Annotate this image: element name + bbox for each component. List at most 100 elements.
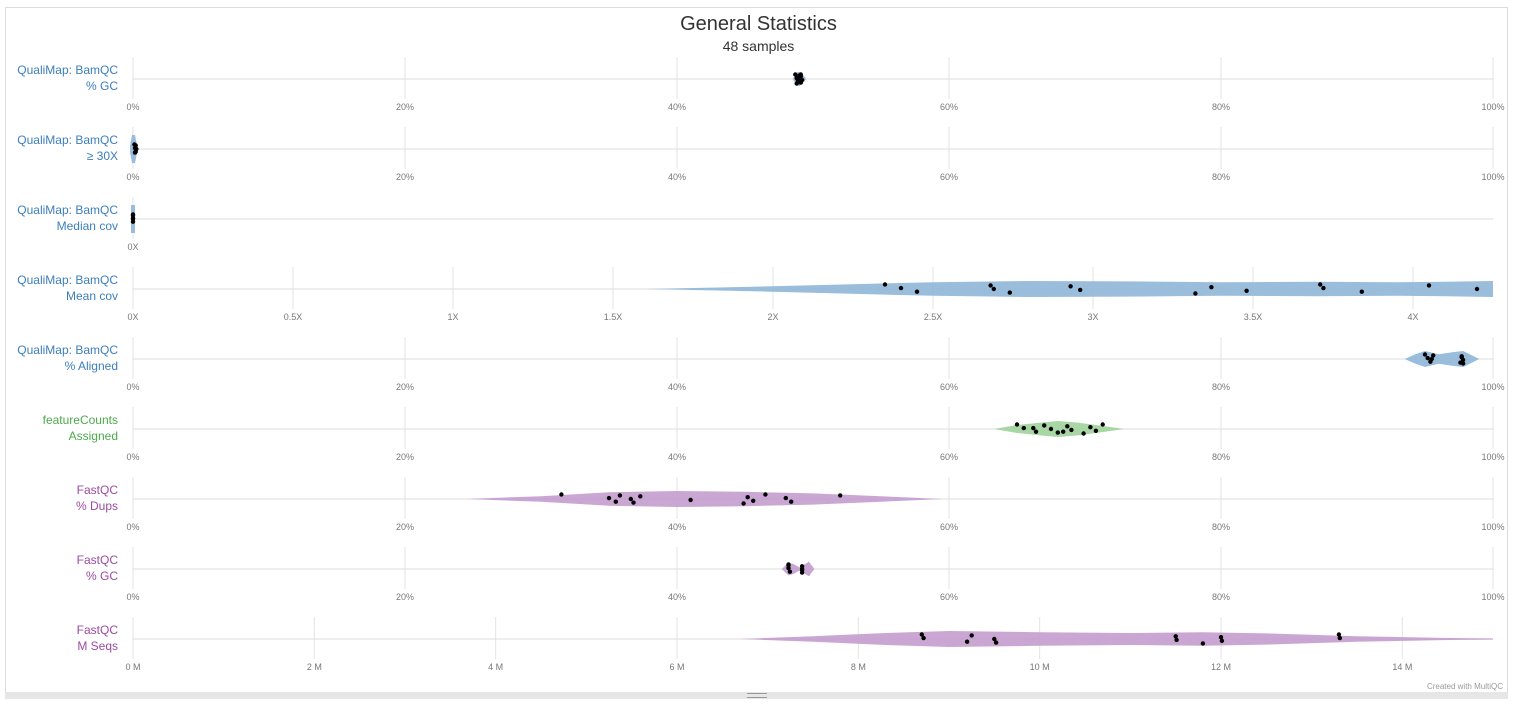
row-label-module: QualiMap: BamQC	[17, 343, 118, 357]
tick-label: 20%	[396, 452, 414, 462]
sample-point	[988, 283, 993, 288]
row-label-module: QualiMap: BamQC	[17, 63, 118, 77]
tick-label: 100%	[1481, 592, 1504, 602]
sample-point	[1042, 423, 1047, 428]
tick-label: 40%	[668, 592, 686, 602]
sample-point	[919, 632, 924, 637]
tick-label: 40%	[668, 172, 686, 182]
row-label-metric: % Dups	[76, 499, 118, 513]
violin-shape	[993, 421, 1125, 437]
row-label-module: featureCounts	[43, 413, 118, 427]
tick-label: 3.5X	[1244, 312, 1263, 322]
resize-grip-icon[interactable]	[747, 693, 767, 698]
sample-point	[786, 563, 791, 568]
tick-label: 20%	[396, 522, 414, 532]
sample-point	[921, 635, 926, 641]
credit-text: Created with MultiQC	[1426, 682, 1503, 691]
sample-point	[638, 494, 643, 499]
tick-label: 0 M	[125, 662, 140, 672]
tick-label: 0%	[126, 592, 139, 602]
sample-point	[606, 495, 612, 501]
tick-label: 1.5X	[604, 312, 623, 322]
sample-point	[1318, 282, 1323, 287]
sample-point	[1209, 285, 1214, 290]
tick-label: 40%	[668, 522, 686, 532]
sample-point	[1068, 284, 1073, 289]
row-label-metric: Mean cov	[66, 289, 118, 303]
tick-label: 100%	[1481, 452, 1504, 462]
tick-label: 100%	[1481, 172, 1504, 182]
row-label-metric: Assigned	[69, 429, 118, 443]
sample-point	[1219, 638, 1225, 643]
sample-point	[1200, 641, 1206, 646]
sample-point	[992, 636, 997, 642]
sample-point	[1061, 429, 1066, 434]
sample-point	[1031, 425, 1036, 431]
sample-point	[1425, 355, 1430, 361]
tick-label: 60%	[940, 522, 958, 532]
sample-point	[898, 285, 904, 291]
row-label-metric: M Seqs	[77, 639, 118, 653]
sample-point	[1065, 424, 1070, 429]
row-label-metric: % GC	[86, 569, 118, 583]
resize-handle-bar[interactable]	[5, 692, 1508, 699]
tick-label: 0%	[126, 452, 139, 462]
tick-label: 4X	[1407, 312, 1418, 322]
tick-label: 80%	[1212, 452, 1230, 462]
tick-label: 60%	[940, 102, 958, 112]
tick-label: 40%	[668, 382, 686, 392]
sample-point	[799, 77, 805, 83]
sample-point	[1033, 429, 1039, 434]
tick-label: 0%	[126, 172, 139, 182]
tick-label: 60%	[940, 452, 958, 462]
tick-label: 60%	[940, 592, 958, 602]
tick-label: 60%	[940, 382, 958, 392]
tick-label: 100%	[1481, 522, 1504, 532]
tick-label: 14 M	[1392, 662, 1412, 672]
tick-label: 100%	[1481, 102, 1504, 112]
sample-point	[799, 564, 805, 569]
sample-point	[1173, 634, 1178, 639]
sample-point	[1093, 428, 1099, 433]
sample-point	[631, 500, 636, 505]
sample-point	[789, 499, 794, 504]
tick-label: 80%	[1212, 382, 1230, 392]
tick-label: 0%	[126, 382, 139, 392]
tick-label: 80%	[1212, 522, 1230, 532]
tick-label: 0X	[127, 242, 138, 252]
sample-point	[1474, 286, 1480, 292]
row-label-module: FastQC	[77, 483, 119, 497]
sample-point	[1429, 356, 1435, 362]
tick-label: 80%	[1212, 102, 1230, 112]
row-label-module: QualiMap: BamQC	[17, 133, 118, 147]
sample-point	[1014, 422, 1020, 427]
sample-point	[688, 497, 693, 503]
tick-label: 20%	[396, 592, 414, 602]
sample-point	[1100, 422, 1105, 427]
sample-point	[1069, 427, 1074, 433]
chart-subtitle: 48 samples	[722, 38, 795, 54]
tick-label: 2.5X	[924, 312, 943, 322]
sample-point	[1174, 637, 1179, 643]
tick-label: 10 M	[1030, 662, 1050, 672]
tick-label: 80%	[1212, 592, 1230, 602]
sample-point	[763, 492, 768, 497]
tick-label: 0%	[126, 102, 139, 112]
sample-point	[914, 289, 920, 294]
sample-point	[1337, 635, 1343, 641]
sample-point	[134, 146, 139, 152]
sample-point	[1426, 283, 1432, 288]
sample-point	[964, 639, 970, 644]
tick-label: 40%	[668, 452, 686, 462]
violin-shape	[645, 281, 1493, 297]
sample-point	[132, 150, 138, 155]
tick-label: 20%	[396, 102, 414, 112]
row-label-module: QualiMap: BamQC	[17, 273, 118, 287]
sample-point	[1055, 430, 1061, 435]
sample-point	[1081, 431, 1086, 436]
sample-point	[787, 569, 793, 574]
sample-point	[991, 286, 996, 292]
tick-label: 3X	[1087, 312, 1098, 322]
sample-point	[882, 282, 888, 287]
sample-point	[1088, 425, 1093, 430]
